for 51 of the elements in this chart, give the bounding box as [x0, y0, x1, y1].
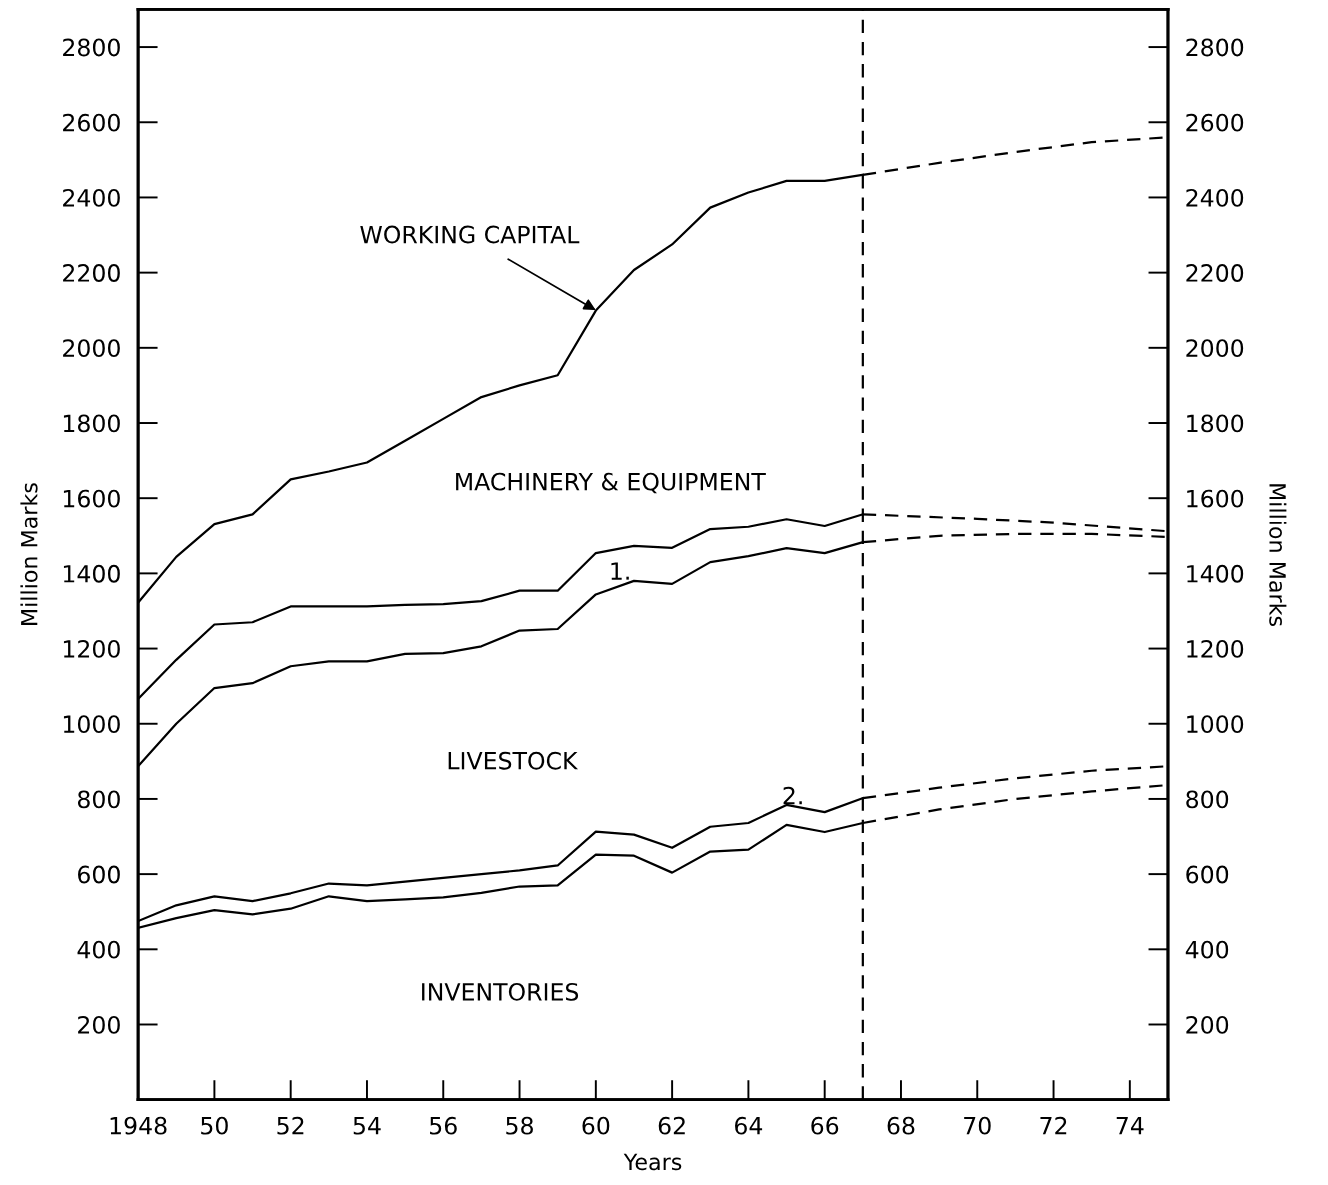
- x-tick-label: 1948: [110, 1116, 167, 1135]
- y2-tick-label: 400: [1185, 940, 1229, 959]
- annotation: WORKING CAPITAL: [360, 225, 580, 244]
- y2-tick-label: 1400: [1187, 564, 1244, 583]
- x-tick-label: 56: [430, 1116, 457, 1135]
- annotation: LIVESTOCK: [448, 751, 579, 770]
- y-axis-title: Million Marks: [20, 483, 38, 625]
- x-tick-label: 70: [964, 1116, 991, 1135]
- annotation: INVENTORIES: [422, 982, 579, 1001]
- y2-tick-label: 1200: [1187, 640, 1244, 658]
- annotation: 2.: [783, 786, 802, 805]
- x-tick-label: 50: [201, 1116, 228, 1135]
- y-tick-label: 2600: [63, 113, 120, 132]
- y2-tick-label: 2800: [1186, 38, 1244, 57]
- y-tick-label: 2000: [63, 339, 120, 358]
- y-tick-label: 1400: [63, 564, 120, 583]
- y2-tick-label: 1000: [1187, 715, 1244, 734]
- y-tick-label: 400: [77, 940, 120, 959]
- y-tick-label: 1200: [63, 640, 120, 658]
- y-tick-label: 2200: [63, 264, 120, 282]
- y2-tick-label: 2000: [1186, 339, 1244, 358]
- y2-tick-label: 600: [1186, 865, 1229, 884]
- x-tick-label: 54: [353, 1117, 381, 1135]
- y2-tick-label: 1600: [1187, 489, 1244, 508]
- x-tick-label: 74: [1116, 1117, 1144, 1135]
- y2-axis-title: Million Marks: [1269, 484, 1287, 626]
- y-tick-label: 2400: [63, 188, 120, 207]
- y-tick-label: 1600: [63, 489, 120, 508]
- y2-tick-label: 800: [1186, 790, 1229, 809]
- x-tick-label: 60: [582, 1116, 610, 1135]
- y2-tick-label: 200: [1186, 1015, 1229, 1034]
- y-tick-label: 200: [78, 1015, 120, 1034]
- y-tick-label: 2800: [63, 38, 120, 57]
- x-axis-title: Years: [623, 1153, 682, 1171]
- y2-tick-label: 2400: [1186, 188, 1244, 207]
- x-tick-label: 68: [887, 1116, 915, 1135]
- x-tick-label: 52: [277, 1116, 304, 1135]
- x-tick-label: 66: [811, 1116, 839, 1135]
- x-tick-label: 62: [658, 1116, 685, 1135]
- x-tick-label: 58: [506, 1116, 533, 1135]
- x-tick-label: 64: [735, 1116, 763, 1135]
- y-tick-label: 600: [78, 865, 120, 884]
- x-tick-label: 72: [1040, 1116, 1067, 1135]
- y-tick-label: 800: [77, 790, 120, 809]
- y2-tick-label: 2200: [1186, 264, 1244, 282]
- y2-tick-label: 1800: [1187, 414, 1244, 433]
- y-tick-label: 1800: [63, 414, 120, 433]
- y-tick-label: 1000: [63, 715, 120, 734]
- annotation: 1.: [611, 562, 629, 580]
- annotation: MACHINERY & EQUIPMENT: [456, 472, 766, 494]
- y2-tick-label: 2600: [1186, 113, 1244, 132]
